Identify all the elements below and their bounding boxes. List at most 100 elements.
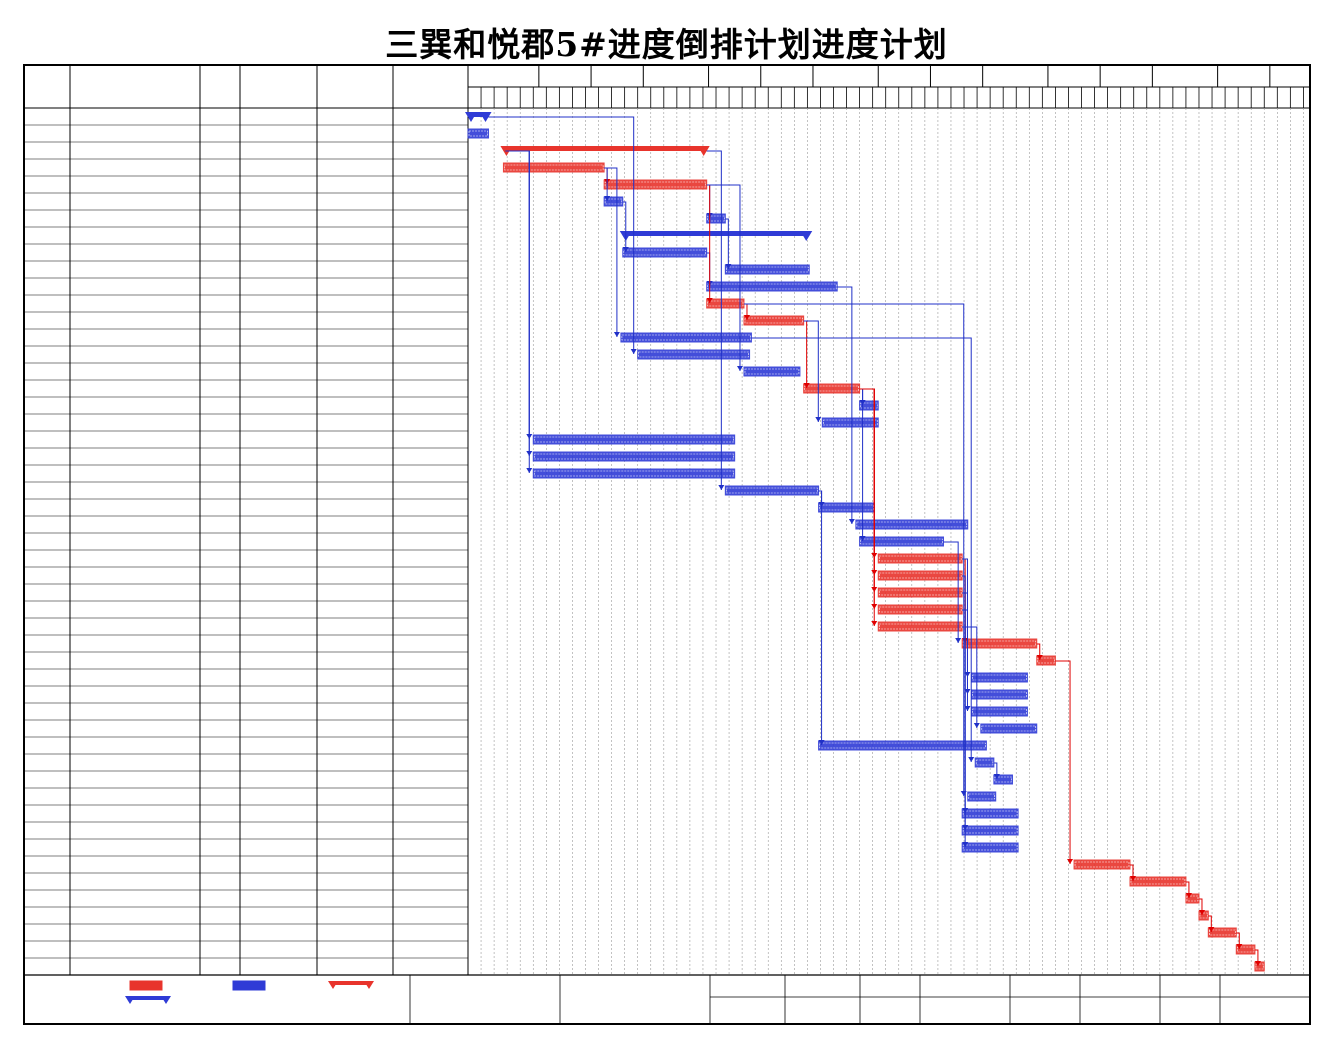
task-bar-hatch [962, 640, 1037, 647]
task-bar [855, 519, 969, 530]
dependency-arrow [960, 791, 967, 796]
dependency-link [505, 150, 530, 473]
task-bar [1073, 859, 1131, 870]
task-bar-hatch [804, 385, 859, 392]
task-bar [859, 536, 945, 547]
task-bar-hatch [726, 266, 809, 273]
task-bar-hatch [823, 419, 878, 426]
dependency-arrow [743, 315, 750, 320]
task-bar-hatch [962, 810, 1018, 817]
dependency-link [488, 116, 635, 354]
dependency-link [706, 150, 722, 490]
dependency-arrow [1036, 655, 1043, 660]
task-bar [1129, 876, 1187, 887]
task-bar-hatch [860, 402, 878, 409]
task-bar [877, 570, 963, 581]
dependency-link [1129, 864, 1134, 881]
task-bar [877, 621, 963, 632]
task-bar [818, 502, 876, 513]
task-bar-hatch [1236, 946, 1255, 953]
dependency-link [859, 388, 875, 575]
task-bar-hatch [707, 300, 744, 307]
task-bar-hatch [744, 317, 803, 324]
dependency-arrow [803, 383, 810, 388]
dependency-link [1236, 932, 1240, 949]
dependency-link [818, 490, 823, 745]
dependency-link [962, 626, 966, 847]
dependency-arrow [526, 468, 533, 473]
dependency-arrow [859, 536, 866, 541]
summary-end-marker [479, 112, 492, 122]
dependency-arrow [964, 706, 971, 711]
task-bar-hatch [968, 793, 996, 800]
dependency-link [505, 150, 530, 439]
dependency-link [743, 303, 965, 796]
task-bar [743, 315, 805, 326]
dependency-link [622, 201, 627, 252]
task-bar-hatch [856, 521, 968, 528]
task-bar-hatch [1074, 861, 1130, 868]
dependency-arrow [630, 349, 637, 354]
page-title: 三巽和悦郡5#进度倒排计划进度计划 [385, 25, 948, 64]
task-bar [818, 740, 987, 751]
dependency-arrow [1198, 910, 1205, 915]
task-bar [877, 604, 963, 615]
task-bar-hatch [604, 198, 623, 205]
dependency-link [859, 388, 875, 626]
task-bar [622, 247, 708, 258]
task-bar-hatch [972, 674, 1027, 681]
task-bar [821, 417, 879, 428]
dependency-arrow [718, 485, 725, 490]
dependency-link [803, 320, 808, 388]
dependency-link [1254, 949, 1259, 966]
dependency-link [751, 337, 972, 762]
summary-bar [622, 231, 810, 236]
dependency-arrow [818, 740, 825, 745]
dependency-link [725, 218, 729, 269]
dependency-arrow [1254, 961, 1261, 966]
task-bar-hatch [962, 827, 1018, 834]
dependency-link [962, 626, 978, 728]
summary-end-marker [697, 146, 710, 156]
task-bar [743, 366, 801, 377]
dependency-arrow [848, 519, 855, 524]
dependency-link [859, 388, 875, 558]
dependency-arrow [725, 264, 732, 269]
task-bar-hatch [878, 606, 962, 613]
task-bar-hatch [878, 623, 962, 630]
task-bar-hatch [707, 283, 837, 290]
dependency-arrow [706, 298, 713, 303]
task-bar [1198, 910, 1209, 921]
task-bar [980, 723, 1038, 734]
task-bar [532, 451, 736, 462]
task-bar [970, 706, 1028, 717]
task-bar [532, 434, 736, 445]
task-bar-hatch [1209, 929, 1236, 936]
summary-start-marker [465, 112, 477, 122]
task-bar-hatch [744, 368, 800, 375]
summary-end-marker [800, 231, 813, 241]
dependency-link [859, 388, 864, 541]
dependency-link [993, 762, 998, 779]
task-bar-hatch [972, 708, 1027, 715]
dependency-link [1055, 660, 1071, 864]
task-bar-hatch [962, 844, 1018, 851]
legend-critical-task-swatch [129, 980, 163, 991]
dependency-link [604, 167, 618, 337]
task-bar [974, 757, 995, 768]
task-bar-hatch [878, 572, 962, 579]
legend-ordinary-summary-swatch [128, 996, 168, 1000]
dependency-arrow [604, 196, 611, 201]
task-bar [993, 774, 1014, 785]
task-bar [961, 842, 1019, 853]
task-bar-hatch [1255, 963, 1264, 970]
task-bar [724, 264, 810, 275]
task-bar [637, 349, 751, 360]
task-bar [724, 485, 820, 496]
legend-critical-summary-swatch [331, 981, 371, 985]
task-bar [706, 298, 745, 309]
legend-ordinary-task-swatch [232, 980, 266, 991]
task-bar-hatch [621, 334, 751, 341]
dependency-link [1198, 898, 1203, 915]
dependency-link [1036, 643, 1041, 660]
